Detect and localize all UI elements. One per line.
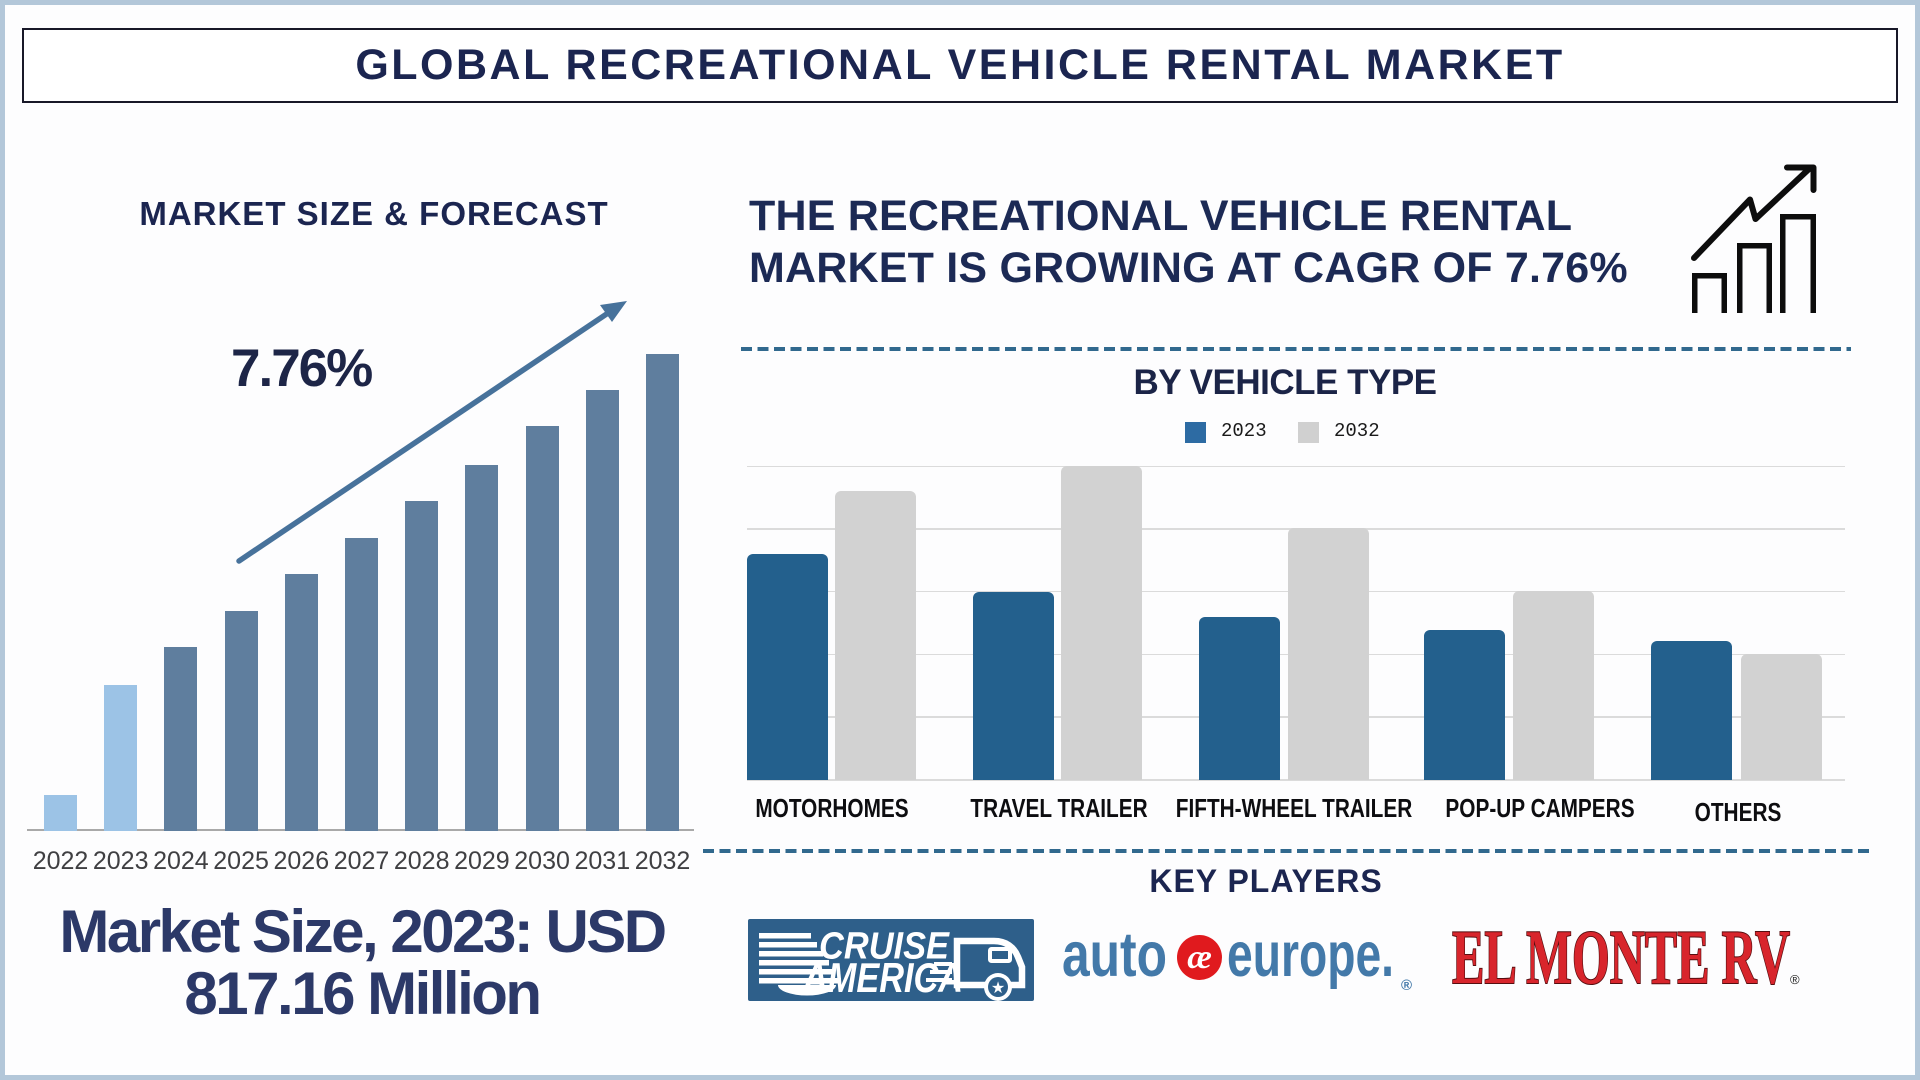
svg-text:®: ® [1401,977,1412,994]
svg-text:★: ★ [991,980,1005,997]
svg-text:europe.: europe. [1227,921,1394,990]
svg-text:CRUISE: CRUISE [819,926,950,968]
svg-text:AMERICA: AMERICA [802,954,963,1001]
svg-text:®: ® [1790,972,1800,987]
svg-text:EL MONTE RV: EL MONTE RV [1452,928,1790,990]
svg-text:auto: auto [1062,921,1167,990]
svg-text:æ: æ [1187,939,1212,976]
